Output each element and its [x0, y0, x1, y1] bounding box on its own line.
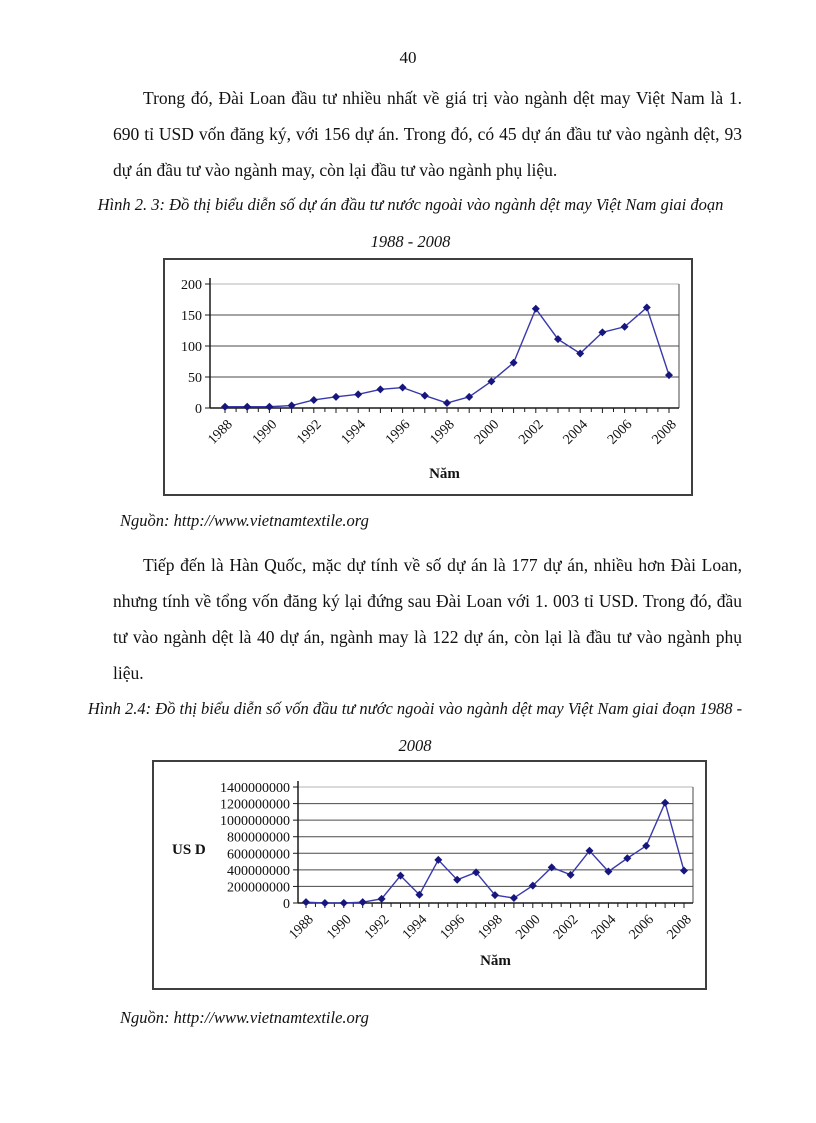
svg-text:2002: 2002 — [551, 912, 581, 942]
svg-text:1994: 1994 — [400, 912, 430, 942]
svg-text:2000: 2000 — [472, 417, 502, 447]
figure1-caption: Hình 2. 3: Đồ thị biểu diễn số dự án đầu… — [97, 195, 724, 251]
svg-text:1998: 1998 — [475, 912, 505, 942]
paragraph-korea-investment: Tiếp đến là Hàn Quốc, mặc dự tính về số … — [113, 555, 742, 683]
svg-text:2004: 2004 — [561, 417, 591, 447]
svg-text:200: 200 — [181, 278, 202, 293]
figure1-source: Nguồn: http://www.vietnamtextile.org — [120, 511, 369, 530]
page-number: 40 — [399, 48, 417, 67]
svg-text:0: 0 — [283, 897, 290, 912]
svg-text:Năm: Năm — [429, 466, 460, 482]
svg-text:2002: 2002 — [516, 417, 546, 447]
svg-text:800000000: 800000000 — [227, 831, 290, 846]
svg-text:1994: 1994 — [339, 417, 369, 447]
svg-text:1400000000: 1400000000 — [220, 781, 290, 796]
svg-text:0: 0 — [195, 402, 202, 417]
svg-text:1000000000: 1000000000 — [220, 814, 290, 829]
figure1-chart-frame: 0 50 100 150 200 1988 1990 1992 1994 1996 1998 2000… — [163, 258, 693, 496]
figure2-caption: Hình 2.4: Đồ thị biểu diễn số vốn đầu tư… — [87, 699, 743, 755]
svg-text:200000000: 200000000 — [227, 880, 290, 895]
svg-text:2000: 2000 — [513, 912, 543, 942]
svg-text:1998: 1998 — [427, 417, 457, 447]
projects-line-chart: 0 50 100 150 200 1988 1990 1992 1994 1996 1998 2000… — [181, 278, 680, 482]
svg-text:1992: 1992 — [362, 912, 392, 942]
svg-text:400000000: 400000000 — [227, 864, 290, 879]
svg-text:150: 150 — [181, 309, 202, 324]
svg-text:1988: 1988 — [205, 417, 235, 447]
svg-text:1996: 1996 — [383, 417, 413, 447]
svg-text:2006: 2006 — [627, 912, 657, 942]
svg-text:50: 50 — [188, 371, 202, 386]
svg-text:2006: 2006 — [605, 417, 635, 447]
svg-text:2008: 2008 — [649, 417, 679, 447]
paragraph-taiwan-investment: Trong đó, Đài Loan đầu tư nhiều nhất về … — [113, 88, 742, 180]
svg-text:Năm: Năm — [480, 953, 511, 969]
svg-text:1988: 1988 — [286, 912, 316, 942]
svg-text:US D: US D — [172, 842, 206, 858]
svg-text:1990: 1990 — [324, 912, 354, 942]
svg-text:2008: 2008 — [664, 912, 694, 942]
svg-text:600000000: 600000000 — [227, 847, 290, 862]
svg-text:1200000000: 1200000000 — [220, 798, 290, 813]
svg-text:1992: 1992 — [294, 417, 324, 447]
figure2-source: Nguồn: http://www.vietnamtextile.org — [120, 1008, 369, 1027]
figure2-chart-frame: 0 200000000 400000000 600000000 800000000 100… — [152, 760, 707, 990]
svg-text:2004: 2004 — [589, 912, 619, 942]
svg-text:1990: 1990 — [250, 417, 280, 447]
svg-text:1996: 1996 — [438, 912, 468, 942]
svg-text:100: 100 — [181, 340, 202, 355]
